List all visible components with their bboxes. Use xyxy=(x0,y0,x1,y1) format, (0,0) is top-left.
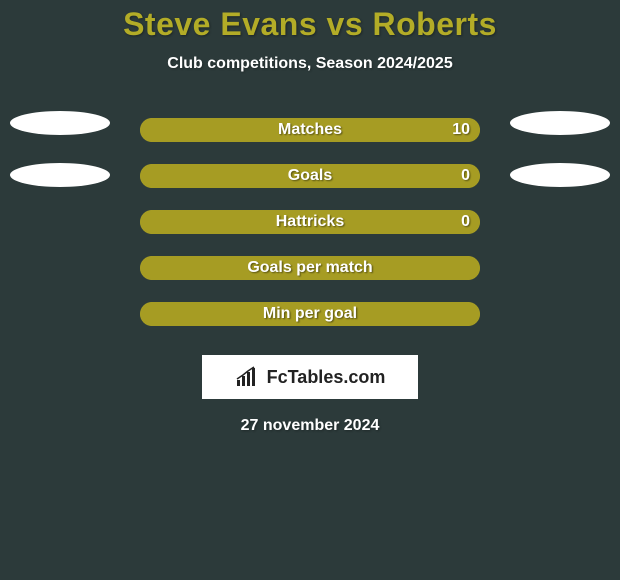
stat-bar: Hattricks 0 xyxy=(140,210,480,234)
stat-label: Min per goal xyxy=(263,305,357,323)
player-right-marker xyxy=(510,111,610,135)
stat-label: Hattricks xyxy=(276,213,344,231)
logo-box: FcTables.com xyxy=(202,355,418,399)
page-title: Steve Evans vs Roberts xyxy=(0,6,620,43)
player-right-marker xyxy=(510,163,610,187)
bar-chart-icon xyxy=(235,366,261,388)
player-left-marker xyxy=(10,111,110,135)
date-text: 27 november 2024 xyxy=(0,417,620,435)
logo-text: FcTables.com xyxy=(267,367,386,388)
stat-bar: Matches 10 xyxy=(140,118,480,142)
stat-row: Min per goal xyxy=(0,291,620,337)
stat-row: Goals 0 xyxy=(0,153,620,199)
stat-label: Goals xyxy=(288,167,332,185)
stat-rows: Matches 10 Goals 0 Hattricks 0 Goals per match… xyxy=(0,107,620,337)
player-left-marker xyxy=(10,163,110,187)
stat-label: Goals per match xyxy=(247,259,372,277)
stat-label: Matches xyxy=(278,121,342,139)
stat-bar: Goals 0 xyxy=(140,164,480,188)
stat-row: Matches 10 xyxy=(0,107,620,153)
comparison-card: Steve Evans vs Roberts Club competitions… xyxy=(0,0,620,580)
stat-row: Hattricks 0 xyxy=(0,199,620,245)
stat-right-value: 0 xyxy=(461,167,470,185)
stat-right-value: 10 xyxy=(452,121,470,139)
subtitle: Club competitions, Season 2024/2025 xyxy=(0,55,620,73)
stat-bar: Min per goal xyxy=(140,302,480,326)
stat-right-value: 0 xyxy=(461,213,470,231)
stat-row: Goals per match xyxy=(0,245,620,291)
stat-bar: Goals per match xyxy=(140,256,480,280)
